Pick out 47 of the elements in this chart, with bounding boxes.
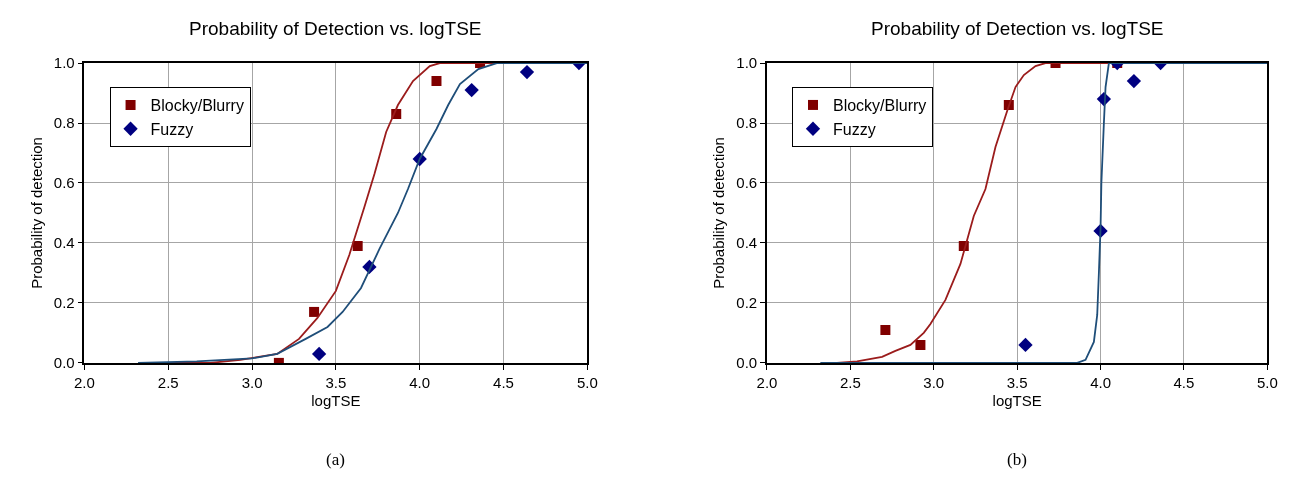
x-tick-label: 5.0 <box>1256 373 1278 391</box>
point <box>309 306 320 317</box>
legend-label: Fuzzy <box>832 120 876 138</box>
y-axis-title: Probability of detection <box>27 137 45 289</box>
legend-label: Blocky/Blurry <box>150 97 244 115</box>
x-tick-label: 2.0 <box>756 373 778 391</box>
point <box>311 346 327 362</box>
point <box>1018 337 1033 353</box>
y-tick-label: 0.0 <box>53 354 75 372</box>
chart-title: Probability of Detection vs. logTSE <box>871 18 1164 39</box>
y-tick-label: 0.8 <box>736 114 758 132</box>
y-tick-label: 0.6 <box>736 174 758 192</box>
x-tick-label: 3.0 <box>923 373 945 391</box>
x-tick-label: 2.5 <box>157 373 179 391</box>
text: (b) <box>1007 450 1027 469</box>
point <box>519 64 535 80</box>
x-tick-label: 5.0 <box>576 373 598 391</box>
x-tick-label: 3.5 <box>325 373 347 391</box>
y-tick-label: 1.0 <box>53 54 75 72</box>
y-tick-label: 0.4 <box>736 234 758 252</box>
x-tick-label: 3.5 <box>1006 373 1028 391</box>
x-axis-title: logTSE <box>992 392 1042 410</box>
y-tick-label: 0.4 <box>53 234 75 252</box>
y-tick-label: 0.2 <box>53 294 75 312</box>
point <box>880 324 891 335</box>
x-tick-label: 4.0 <box>409 373 431 391</box>
y-axis-title: Probability of detection <box>710 137 728 289</box>
point <box>431 76 442 87</box>
x-tick-label: 4.5 <box>1173 373 1195 391</box>
x-tick-label: 4.5 <box>493 373 514 391</box>
legend-label: Fuzzy <box>150 120 194 138</box>
y-tick-label: 0.8 <box>53 114 75 132</box>
legend-label: Blocky/Blurry <box>832 97 927 115</box>
y-tick-label: 1.0 <box>736 54 758 72</box>
x-axis-title: logTSE <box>311 392 361 410</box>
text: (a) <box>326 450 345 469</box>
y-tick-label: 0.2 <box>736 294 758 312</box>
point <box>915 339 926 350</box>
x-tick-label: 2.0 <box>73 373 95 391</box>
chart-title: Probability of Detection vs. logTSE <box>189 18 482 39</box>
x-tick-label: 2.5 <box>839 373 861 391</box>
point <box>464 82 479 98</box>
y-tick-label: 0.6 <box>53 174 75 192</box>
x-tick-label: 3.0 <box>241 373 263 391</box>
y-tick-label: 0.0 <box>736 354 758 372</box>
point <box>352 240 363 251</box>
x-tick-label: 4.0 <box>1090 373 1111 391</box>
